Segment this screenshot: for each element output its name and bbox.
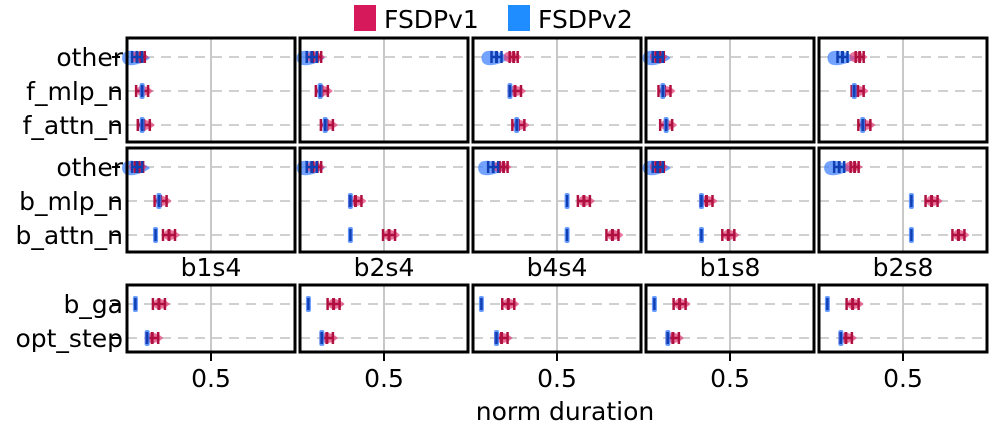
fsdpv2-other-b4s4-interval xyxy=(486,161,500,173)
panel-frame xyxy=(125,146,297,254)
x-tick-label-b1s4: 0.5 xyxy=(191,364,231,393)
fsdpv1-b_ga-b2s8-interval xyxy=(845,298,860,310)
fsdpv2-other-b1s8-interval xyxy=(651,51,665,63)
column-title-b2s8: b2s8 xyxy=(873,253,934,282)
fsdpv1-b_mlp_n-b2s8-interval xyxy=(924,195,939,207)
fsdpv2-other-b2s8-interval xyxy=(836,51,849,63)
row-label-f_mlp_n: f_mlp_n xyxy=(26,77,123,106)
panel-frame xyxy=(298,36,470,144)
panel-backward-b2s4 xyxy=(296,146,470,254)
panel-backward-b2s8 xyxy=(817,146,989,254)
fsdpv1-b_ga-b1s8-interval xyxy=(672,298,687,310)
fsdpv2-other-b1s4-interval xyxy=(130,161,144,173)
panel-backward-b1s4 xyxy=(122,146,297,254)
plot-area: otherf_mlp_nf_attn_notherb_mlp_nb_attn_n… xyxy=(15,36,989,393)
legend-label-fsdpv2: FSDPv2 xyxy=(538,5,633,34)
panel-frame xyxy=(644,283,816,354)
fsdpv1-b_attn_n-b1s8-interval xyxy=(721,229,736,241)
panel-backward-b4s4 xyxy=(471,146,643,254)
fsdpv1-b_attn_n-b1s4-interval xyxy=(161,229,177,241)
fsdpv1-b_ga-b2s4-interval xyxy=(326,298,341,310)
row-label-b_mlp_n: b_mlp_n xyxy=(19,187,123,216)
fsdpv1-other-b2s8-interval xyxy=(854,51,865,63)
panel-forward-b4s4 xyxy=(471,36,643,144)
fsdpv1-b_attn_n-b4s4-interval xyxy=(605,229,620,241)
column-title-b1s8: b1s8 xyxy=(700,253,761,282)
fsdpv1-b_ga-b1s4-interval xyxy=(151,298,167,310)
panel-frame xyxy=(471,146,643,254)
fsdpv2-other-b2s4-interval xyxy=(305,161,319,173)
x-tick-label-b2s8: 0.5 xyxy=(883,364,923,393)
panel-forward-b2s4 xyxy=(296,36,470,144)
panel-optimizer-b1s8 xyxy=(644,283,816,354)
panel-forward-b1s8 xyxy=(642,36,816,144)
panel-frame xyxy=(817,36,989,144)
fsdpv1-b_ga-b4s4-interval xyxy=(501,298,516,310)
fsdpv1-other-b4s4-interval xyxy=(508,51,519,63)
panel-frame xyxy=(125,36,297,144)
panel-frame xyxy=(471,36,643,144)
x-tick-label-b1s8: 0.5 xyxy=(710,364,750,393)
panel-optimizer-b2s8 xyxy=(817,283,989,354)
panel-frame xyxy=(298,283,470,354)
panel-frame xyxy=(125,283,297,354)
panel-frame xyxy=(298,146,470,254)
row-label-b_attn_n: b_attn_n xyxy=(16,221,123,250)
row-label-f_attn_n: f_attn_n xyxy=(23,111,123,140)
column-title-b2s4: b2s4 xyxy=(354,253,415,282)
x-tick-label-b2s4: 0.5 xyxy=(364,364,404,393)
panel-backward-b1s8 xyxy=(642,146,816,254)
fsdpv1-other-b4s4-interval xyxy=(498,161,509,173)
panel-forward-b1s4 xyxy=(122,36,297,144)
panel-optimizer-b4s4 xyxy=(471,283,643,354)
fsdpv2-other-b4s4-interval xyxy=(490,51,503,63)
column-title-b1s4: b1s4 xyxy=(181,253,242,282)
legend-swatch-fsdpv2 xyxy=(508,5,530,31)
x-axis-label: norm duration xyxy=(476,397,654,426)
panel-optimizer-b2s4 xyxy=(298,283,470,354)
legend: FSDPv1 FSDPv2 xyxy=(354,5,633,34)
fsdpv1-f_mlp_n-b2s8-interval xyxy=(850,85,865,97)
row-label-opt_step: opt_step xyxy=(15,324,123,353)
fsdpv2-other-b1s4-interval xyxy=(130,51,144,63)
panel-optimizer-b1s4 xyxy=(125,283,297,354)
panel-frame xyxy=(644,146,816,254)
legend-swatch-fsdpv1 xyxy=(354,5,376,31)
fsdpv1-b_attn_n-b2s4-interval xyxy=(381,229,397,241)
fsdpv2-other-b2s4-interval xyxy=(305,51,319,63)
column-title-b4s4: b4s4 xyxy=(527,253,588,282)
x-tick-label-b4s4: 0.5 xyxy=(537,364,577,393)
fsdpv1-b_attn_n-b2s8-interval xyxy=(951,229,966,241)
panel-frame xyxy=(817,146,989,254)
panel-forward-b2s8 xyxy=(817,36,989,144)
fsdpv2-other-b1s8-interval xyxy=(651,161,665,173)
fsdpv2-other-b2s8-interval xyxy=(832,161,846,173)
legend-label-fsdpv1: FSDPv1 xyxy=(384,5,479,34)
panel-frame xyxy=(817,283,989,354)
fsdpv1-other-b2s8-interval xyxy=(849,161,860,173)
panel-frame xyxy=(471,283,643,354)
panel-frame xyxy=(644,36,816,144)
fsdpv1-b_mlp_n-b4s4-interval xyxy=(576,195,592,207)
